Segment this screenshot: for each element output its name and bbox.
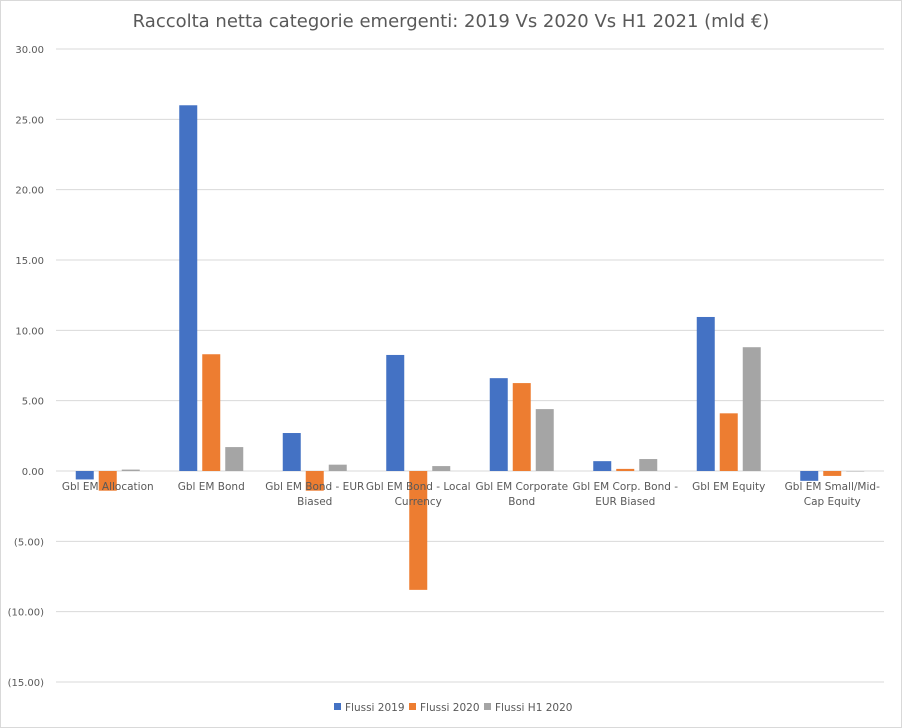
bar-flussi-2020	[823, 471, 842, 476]
category-label: Gbl EM Allocation	[62, 481, 154, 493]
category-label: Bond	[508, 496, 535, 508]
category-label: Gbl EM Bond	[178, 481, 245, 493]
category-label: Gbl EM Corp. Bond -	[572, 481, 678, 493]
y-tick-label: 10.00	[15, 326, 44, 337]
bar-flussi-2020	[616, 468, 635, 471]
legend: Flussi 2019 Flussi 2020 Flussi H1 2020	[334, 702, 572, 714]
bar-flussi-2020	[98, 471, 117, 491]
legend-label: Flussi H1 2020	[495, 702, 572, 714]
category-label: Gbl EM Bond - EUR	[265, 481, 364, 493]
category-label: Cap Equity	[804, 496, 861, 508]
bar-flussi-2019	[696, 316, 715, 471]
bar-flussi-2020	[512, 383, 531, 471]
category-label: Biased	[297, 496, 332, 508]
bar-flussi-2019	[282, 433, 301, 471]
bar-flussi-2020	[409, 471, 428, 590]
bar-flussi-2019	[75, 471, 94, 480]
bar-flussi-h1-2020	[639, 459, 658, 471]
legend-swatch	[484, 703, 491, 710]
bar-flussi-h1-2020	[846, 471, 865, 472]
category-label: Gbl EM Equity	[692, 481, 765, 493]
chart-title: Raccolta netta categorie emergenti: 2019…	[132, 11, 770, 32]
legend-label: Flussi 2020	[420, 702, 480, 714]
bar-flussi-h1-2020	[535, 409, 554, 471]
bar-flussi-h1-2020	[225, 447, 244, 471]
bar-flussi-2019	[489, 378, 508, 471]
y-tick-label: (15.00)	[8, 678, 45, 689]
category-label: Gbl EM Corporate	[475, 481, 568, 493]
y-tick-label: 30.00	[15, 45, 44, 56]
bar-flussi-2020	[719, 413, 738, 471]
bars	[75, 105, 865, 590]
legend-swatch	[409, 703, 416, 710]
legend-swatch	[334, 703, 341, 710]
bar-flussi-2020	[202, 354, 221, 471]
bar-flussi-2019	[386, 354, 405, 471]
legend-label: Flussi 2019	[345, 702, 405, 714]
bar-flussi-h1-2020	[121, 469, 140, 471]
y-tick-label: 0.00	[22, 467, 44, 478]
category-label: Gbl EM Small/Mid-	[785, 481, 880, 493]
bar-flussi-h1-2020	[328, 464, 347, 471]
y-tick-label: 15.00	[15, 256, 44, 267]
bar-flussi-h1-2020	[742, 347, 761, 471]
category-label: Currency	[395, 496, 442, 508]
y-tick-label: 5.00	[22, 397, 44, 408]
y-tick-label: (5.00)	[14, 537, 44, 548]
bar-flussi-2019	[800, 471, 819, 481]
bar-flussi-2019	[593, 461, 612, 471]
category-label: Gbl EM Bond - Local	[366, 481, 471, 493]
bar-flussi-2020	[305, 471, 324, 491]
category-label: EUR Biased	[595, 496, 655, 508]
bar-flussi-2019	[179, 105, 198, 472]
y-axis-ticks: 30.00 25.00 20.00 15.00 10.00 5.00 0.00 (5.00) (…	[8, 45, 45, 689]
y-tick-label: (10.00)	[8, 608, 45, 619]
bar-flussi-h1-2020	[432, 466, 451, 471]
y-tick-label: 25.00	[15, 115, 44, 126]
category-labels: Gbl EM Allocation Gbl EM Bond Gbl EM Bond …	[62, 481, 880, 508]
y-tick-label: 20.00	[15, 186, 44, 197]
